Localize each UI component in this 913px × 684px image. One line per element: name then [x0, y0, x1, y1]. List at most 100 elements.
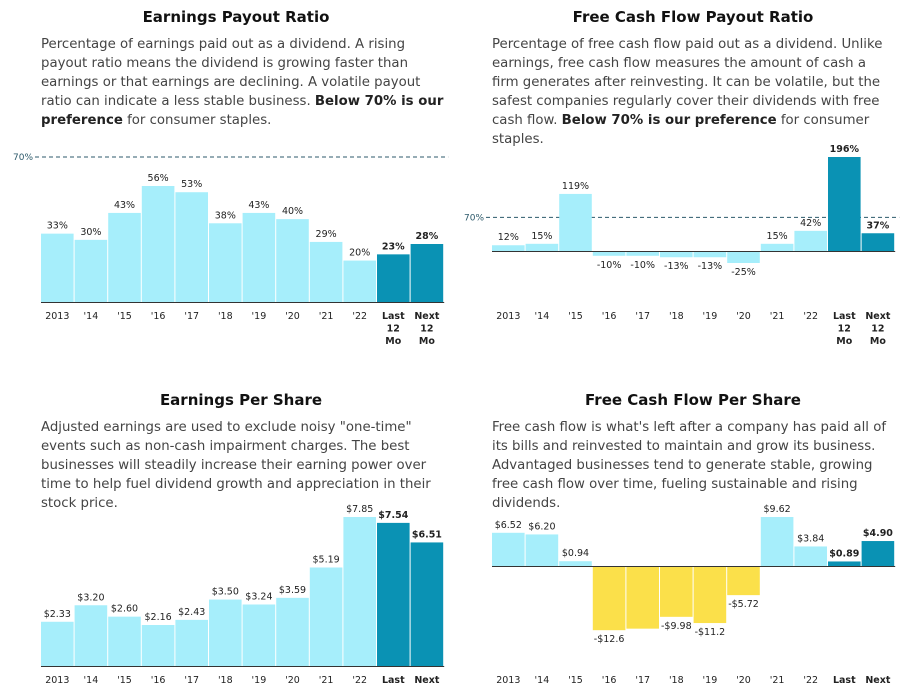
bar-value-label: 56%: [148, 173, 169, 184]
bar: [141, 625, 175, 666]
x-tick-label: '14: [535, 311, 550, 322]
x-tick-label: 2013: [45, 311, 69, 322]
x-tick-label: 12: [838, 324, 851, 335]
bar: [525, 243, 559, 251]
bar-value-label: 28%: [416, 231, 439, 242]
bar: [626, 251, 659, 256]
bar-value-label: $6.52: [495, 520, 522, 531]
bar-value-label: $2.43: [178, 607, 205, 618]
panel-fcf-payout-ratio: Free Cash Flow Payout Ratio Percentage o…: [492, 0, 892, 350]
x-tick-label: '21: [770, 675, 785, 684]
x-tick-label: '21: [319, 675, 334, 684]
x-tick-label: Next: [414, 311, 440, 322]
panel-fcf-per-share: Free Cash Flow Per Share Free cash flow …: [492, 383, 892, 683]
panel-earnings-payout-ratio: Earnings Payout Ratio Percentage of earn…: [41, 0, 446, 350]
x-tick-label: 12: [420, 324, 433, 335]
bar-value-label: -10%: [630, 260, 655, 271]
x-tick-label: 12: [871, 324, 884, 335]
x-tick-label: '19: [703, 675, 718, 684]
bar-value-label: $7.54: [378, 510, 408, 521]
reference-line-label: 70%: [464, 213, 484, 223]
bar: [492, 245, 525, 251]
desc-text: Adjusted earnings are used to exclude no…: [41, 420, 431, 511]
x-tick-label: '19: [703, 311, 718, 322]
bar-value-label: 43%: [114, 200, 135, 211]
bar-value-label: 15%: [531, 231, 552, 242]
x-tick-label: '20: [736, 675, 751, 684]
bar: [492, 532, 525, 566]
x-tick-label: '16: [151, 675, 166, 684]
x-tick-label: '16: [602, 311, 617, 322]
bar-value-label: -$9.98: [661, 621, 692, 632]
x-tick-label: '20: [285, 311, 300, 322]
bar-value-label: $0.94: [562, 548, 589, 559]
x-tick-label: Next: [865, 311, 891, 322]
bar: [175, 192, 208, 302]
bar: [242, 212, 276, 302]
x-tick-label: '17: [635, 311, 650, 322]
desc-text: Percentage of free cash flow paid out as…: [492, 37, 883, 128]
bar: [309, 567, 343, 666]
bar-value-label: $3.24: [245, 592, 272, 603]
x-tick-label: '18: [218, 675, 233, 684]
bar: [727, 251, 760, 263]
bar-value-label: 33%: [47, 221, 68, 232]
bar-value-label: -25%: [731, 267, 756, 278]
x-tick-label: '21: [319, 311, 334, 322]
x-tick-label: '22: [352, 675, 367, 684]
bar-value-label: 40%: [282, 206, 303, 217]
bar: [525, 534, 559, 566]
x-tick-label: Mo: [870, 336, 886, 347]
bar-value-label: -10%: [597, 260, 622, 271]
bar: [343, 260, 376, 302]
x-tick-label: Mo: [836, 336, 852, 347]
bar-value-label: $3.84: [797, 533, 824, 544]
bar: [276, 597, 309, 666]
x-tick-label: '18: [669, 675, 684, 684]
bar: [209, 223, 242, 302]
bar: [74, 239, 108, 302]
bar: [41, 233, 74, 302]
bar: [828, 157, 861, 251]
bar: [794, 546, 827, 566]
bar-value-label: $2.60: [111, 604, 138, 615]
bar-value-label: $4.90: [863, 528, 893, 539]
bar-value-label: -13%: [664, 261, 689, 272]
x-tick-label: '15: [117, 311, 132, 322]
bar: [108, 212, 141, 302]
bar-value-label: 38%: [215, 210, 236, 221]
x-tick-label: '17: [635, 675, 650, 684]
x-tick-label: '18: [669, 311, 684, 322]
x-tick-label: '16: [151, 311, 166, 322]
bar-value-label: 12%: [498, 232, 519, 243]
bar: [861, 541, 895, 566]
panel-title: Free Cash Flow Payout Ratio: [572, 8, 814, 26]
x-tick-label: Mo: [385, 336, 401, 347]
bar: [377, 254, 410, 302]
panel-title: Earnings Per Share: [159, 391, 323, 409]
panel-description: Free cash flow is what's left after a co…: [492, 418, 892, 513]
panel-earnings-per-share: Earnings Per Share Adjusted earnings are…: [41, 383, 446, 683]
bar: [727, 566, 760, 596]
reference-line-label: 70%: [13, 153, 33, 163]
x-tick-label: 2013: [496, 675, 520, 684]
bar-value-label: $3.20: [77, 592, 104, 603]
bar: [41, 621, 74, 666]
bar-value-label: 42%: [800, 218, 821, 229]
bar: [660, 251, 693, 258]
bar: [760, 243, 794, 251]
bar: [343, 517, 376, 666]
x-tick-label: Last: [382, 675, 405, 684]
bar-value-label: $9.62: [763, 504, 790, 515]
desc-text-end: for consumer staples.: [122, 113, 272, 128]
bar: [861, 233, 895, 251]
x-tick-label: Next: [865, 675, 891, 684]
bar: [592, 566, 626, 631]
bar-value-label: 53%: [181, 179, 202, 190]
bar-value-label: $3.59: [279, 585, 306, 596]
bar: [693, 566, 727, 624]
bar: [626, 566, 659, 629]
bar: [309, 241, 343, 302]
bar-value-label: 15%: [767, 231, 788, 242]
x-tick-label: Last: [382, 311, 405, 322]
